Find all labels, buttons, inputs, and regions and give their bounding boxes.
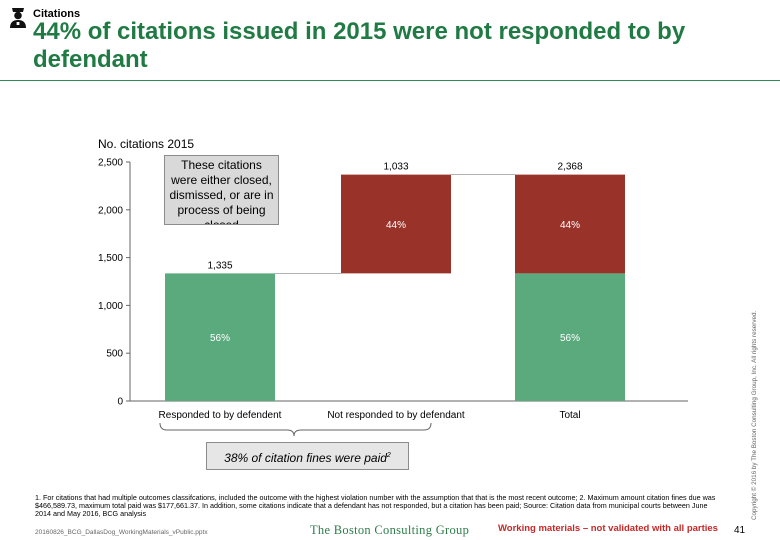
- y-tick-label: 0: [117, 397, 123, 408]
- callout-box: These citations were either closed, dism…: [164, 155, 279, 225]
- title-divider: [0, 80, 780, 81]
- page-number: 41: [734, 525, 746, 536]
- police-officer-icon: [10, 8, 26, 28]
- y-tick-label: 500: [106, 349, 123, 360]
- y-tick-label: 1,000: [98, 301, 123, 312]
- y-tick-label: 2,000: [98, 205, 123, 216]
- bar-total-label: 2,368: [557, 162, 582, 173]
- segment-percent-label: 56%: [210, 333, 230, 344]
- section-tag: Citations: [33, 8, 81, 20]
- x-category-label: Total: [559, 410, 580, 421]
- bar-segment: [341, 174, 451, 274]
- y-tick-label: 1,500: [98, 253, 123, 264]
- x-category-label: Not responded to by defendant: [327, 410, 465, 421]
- segment-percent-label: 44%: [386, 220, 406, 231]
- y-tick-label: 2,500: [98, 158, 123, 169]
- x-category-label: Responded to by defendent: [159, 410, 282, 421]
- copyright-notice: Copyright © 2016 by The Boston Consultin…: [751, 310, 758, 520]
- paid-note-footnote-ref: 2: [386, 452, 391, 459]
- paid-note-box: 38% of citation fines were paid2: [206, 442, 409, 470]
- bar-segment: [165, 273, 275, 401]
- segment-percent-label: 44%: [560, 220, 580, 231]
- bar-total-label: 1,335: [207, 260, 232, 271]
- footnote: 1. For citations that had multiple outco…: [35, 493, 716, 519]
- brand-logo: The Boston Consulting Group: [310, 523, 470, 537]
- paid-note-text: 38% of citation fines were paid: [224, 451, 387, 465]
- bar-total-label: 1,033: [383, 162, 408, 173]
- chart-unit-label: No. citations 2015: [98, 137, 195, 151]
- page-title: 44% of citations issued in 2015 were not…: [33, 18, 686, 73]
- bar-segment: [515, 174, 625, 274]
- segment-percent-label: 56%: [560, 333, 580, 344]
- bar-segment: [515, 273, 625, 401]
- file-name: 20160826_BCG_DallasDog_WorkingMaterials_…: [35, 529, 208, 536]
- working-materials-note: Working materials – not validated with a…: [498, 523, 718, 534]
